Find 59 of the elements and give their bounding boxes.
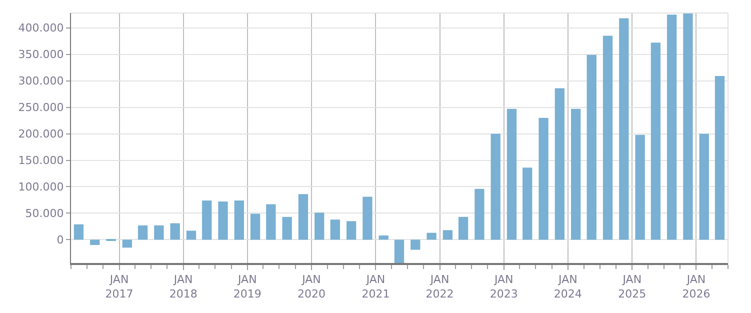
bar	[458, 216, 468, 240]
y-tick-label: 50.000	[25, 207, 64, 220]
bar	[538, 118, 548, 240]
bar	[699, 134, 709, 240]
bar	[378, 235, 388, 240]
x-tick-label: JAN 2017	[105, 273, 134, 300]
bar	[554, 88, 564, 240]
bar	[506, 108, 517, 240]
y-tick-label: 200.000	[18, 128, 64, 141]
bar	[266, 204, 276, 240]
bar	[154, 225, 164, 240]
bar	[218, 202, 228, 240]
bar	[650, 42, 661, 240]
y-tick-label: 100.000	[18, 180, 64, 194]
x-tick-label: JAN 2025	[618, 273, 646, 300]
bar	[330, 220, 340, 240]
bar	[298, 194, 308, 240]
y-tick-label: 350.000	[18, 48, 64, 62]
x-tick-label: JAN 2018	[169, 273, 198, 300]
x-tick-label: JAN 2020	[297, 273, 326, 300]
bar	[170, 223, 180, 240]
bar	[619, 18, 629, 240]
bar	[186, 230, 196, 240]
bar	[635, 134, 645, 240]
x-tick-label: JAN 2026	[682, 273, 710, 300]
x-tick-label: JAN 2022	[426, 273, 454, 300]
bar	[282, 216, 292, 240]
bar	[586, 54, 596, 240]
bar	[490, 134, 500, 240]
bar	[314, 212, 324, 240]
y-tick-label: 0	[56, 234, 64, 247]
bar	[234, 200, 244, 240]
x-tick-label: JAN 2019	[233, 273, 262, 300]
bar	[667, 14, 677, 240]
bar	[442, 230, 453, 240]
bar	[394, 240, 404, 263]
x-tick-label: JAN 2023	[490, 273, 518, 300]
bar	[202, 200, 212, 240]
bar	[570, 108, 581, 240]
bar	[362, 196, 372, 240]
bar	[602, 36, 613, 240]
y-tick-label: 400.000	[18, 22, 64, 35]
bar	[250, 214, 260, 240]
bar	[410, 240, 420, 250]
bar	[714, 76, 725, 240]
bar	[426, 232, 436, 240]
x-tick-label: JAN 2024	[554, 273, 582, 300]
bar	[138, 225, 148, 240]
bar	[474, 188, 484, 240]
bar	[346, 221, 356, 240]
bar	[122, 240, 132, 248]
bar	[522, 168, 532, 240]
bar	[683, 14, 693, 240]
y-tick-label: 250.000	[18, 101, 64, 114]
x-tick-label: JAN 2021	[362, 273, 390, 300]
y-tick-label: 150.000	[18, 154, 64, 168]
bar	[90, 240, 100, 245]
y-tick-label: 300.000	[18, 74, 64, 88]
bar	[74, 224, 84, 240]
